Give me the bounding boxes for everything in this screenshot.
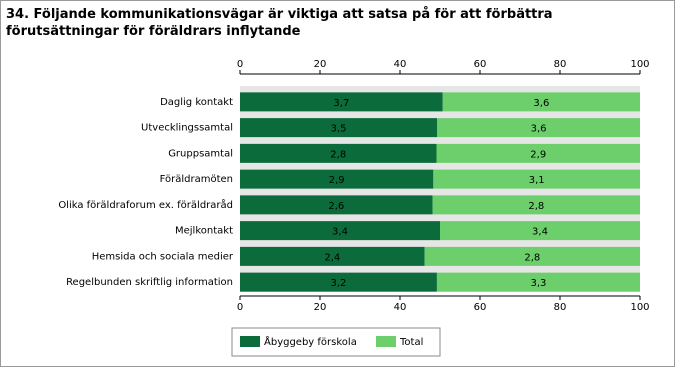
bar-segment [432,195,640,215]
y-tick-label: Hemsida och sociala medier [92,251,234,262]
x-tick-label: 100 [630,59,649,70]
value-label: 3,7 [333,98,349,109]
y-tick-label: Daglig kontakt [160,97,233,108]
value-label: 2,8 [330,149,346,160]
bar-segment [440,221,640,241]
x-tick-label: 40 [394,59,407,70]
x-tick-label: 0 [237,59,243,70]
value-label: 2,9 [530,149,546,160]
title-box: 34. Följande kommunikationsvägar är vikt… [6,7,553,39]
value-label: 2,6 [328,201,344,212]
x-tick-label: 40 [394,302,407,313]
value-label: 2,4 [324,252,340,263]
y-tick-label: Föräldramöten [160,174,233,185]
bar-segment [240,169,434,189]
bar-segment [240,221,440,241]
value-label: 2,8 [524,252,540,263]
x-tick-label: 20 [314,302,327,313]
legend-label: Åbyggeby förskola [264,335,357,348]
y-tick-label: Gruppsamtal [168,148,233,159]
value-label: 3,4 [332,227,348,238]
x-tick-label: 60 [474,59,487,70]
legend-label: Total [399,337,423,348]
bar-segment [436,272,640,292]
bar-segment [240,272,437,292]
value-label: 3,3 [531,278,547,289]
bar-segment [240,92,443,112]
y-tick-label: Utvecklingssamtal [141,123,233,134]
bar-segment [424,246,640,266]
bar-segment [436,143,640,163]
x-tick-label: 80 [554,59,567,70]
bar-segment [240,118,438,138]
bar-segment [433,169,640,189]
x-tick-label: 60 [474,302,487,313]
value-label: 2,9 [329,175,345,186]
value-label: 3,4 [532,227,548,238]
value-label: 2,8 [528,201,544,212]
value-label: 3,5 [331,124,347,135]
x-tick-label: 100 [630,302,649,313]
bar-segment [442,92,640,112]
value-label: 3,2 [331,278,347,289]
legend-swatch [240,336,260,347]
legend [231,327,441,357]
y-tick-label: Regelbunden skriftlig information [66,277,233,288]
legend-swatch [376,336,396,347]
bar-segment [240,143,437,163]
x-tick-label: 20 [314,59,327,70]
y-tick-label: Olika föräldraforum ex. föräldraråd [58,198,233,211]
value-label: 3,6 [533,98,549,109]
bar-segment [437,118,640,138]
bar-segment [240,246,425,266]
x-tick-label: 0 [237,302,243,313]
value-label: 3,6 [531,124,547,135]
bar-segment [240,195,433,215]
value-label: 3,1 [529,175,545,186]
x-tick-label: 80 [554,302,567,313]
y-tick-label: Mejlkontakt [175,226,233,237]
chart-title: 34. Följande kommunikationsvägar är vikt… [6,7,553,39]
